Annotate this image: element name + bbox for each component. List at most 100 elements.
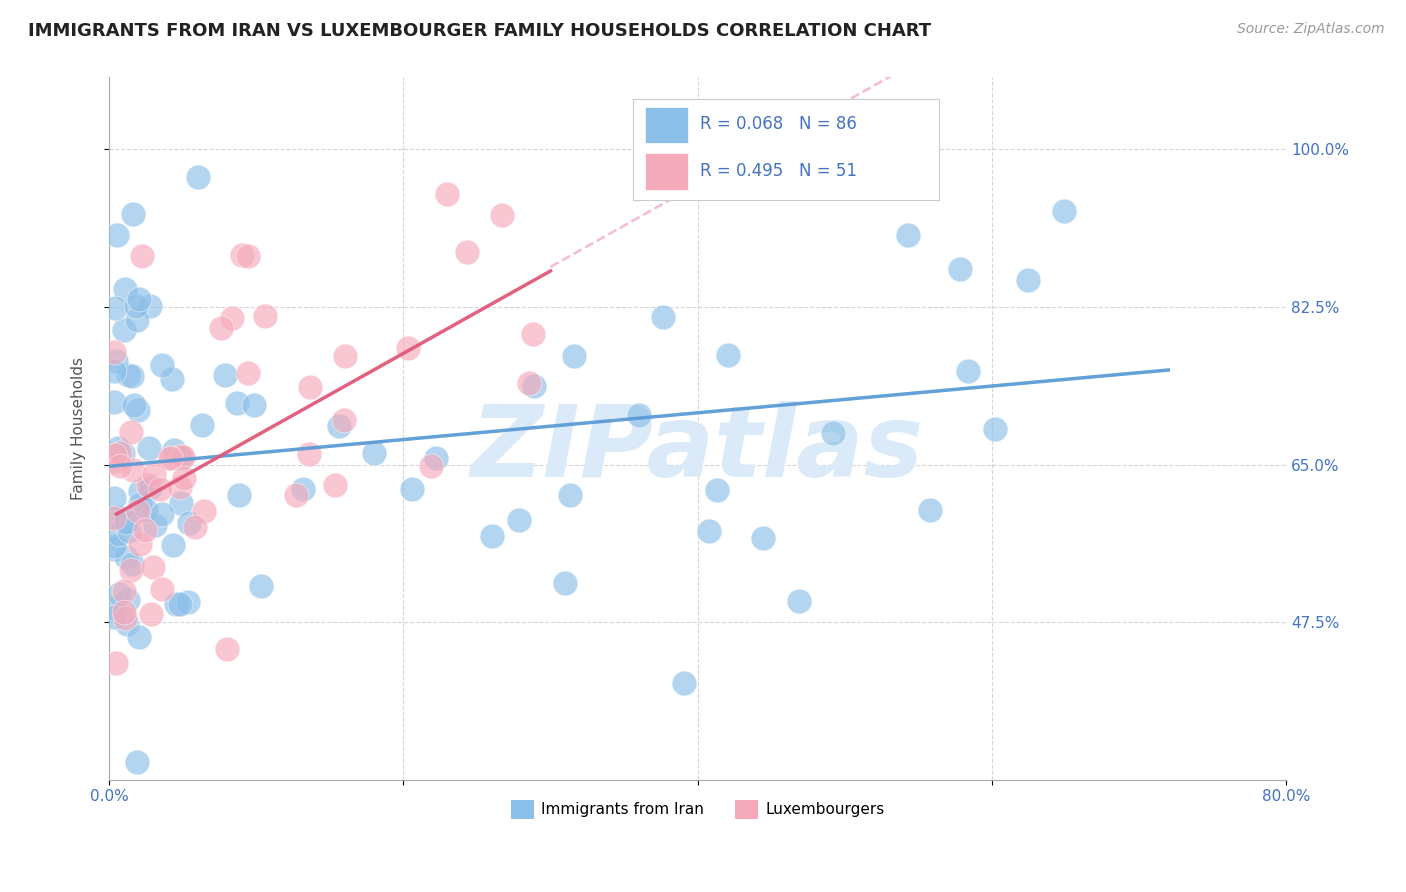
Point xyxy=(554,575,576,590)
Point xyxy=(115,617,138,632)
Point xyxy=(333,413,356,427)
Point xyxy=(159,450,181,465)
Point xyxy=(481,528,503,542)
Point xyxy=(150,358,173,372)
Point xyxy=(523,379,546,393)
Point xyxy=(103,363,125,377)
Point xyxy=(706,483,728,497)
Point xyxy=(114,611,136,625)
Point xyxy=(231,247,253,261)
Legend: Immigrants from Iran, Luxembourgers: Immigrants from Iran, Luxembourgers xyxy=(505,794,890,824)
Point xyxy=(236,249,259,263)
Point xyxy=(142,559,165,574)
Point xyxy=(508,513,530,527)
Point xyxy=(108,527,131,541)
Point xyxy=(150,508,173,522)
Point xyxy=(105,656,128,670)
Point xyxy=(984,422,1007,436)
Point xyxy=(139,607,162,621)
Point xyxy=(136,478,159,492)
Point xyxy=(562,350,585,364)
Point xyxy=(285,487,308,501)
Point xyxy=(127,313,149,327)
Point xyxy=(105,353,128,368)
Point xyxy=(139,481,162,495)
Point xyxy=(160,371,183,385)
Point xyxy=(112,583,135,598)
Point xyxy=(121,207,143,221)
Point xyxy=(249,579,271,593)
Point xyxy=(456,244,478,259)
Point xyxy=(401,482,423,496)
Point xyxy=(214,368,236,382)
Point xyxy=(672,675,695,690)
Point xyxy=(103,394,125,409)
Point xyxy=(107,587,129,601)
Point xyxy=(652,310,675,324)
Point xyxy=(121,557,143,571)
Point xyxy=(292,482,315,496)
Point xyxy=(169,598,191,612)
Point xyxy=(717,348,740,362)
Point xyxy=(103,491,125,505)
Point xyxy=(152,582,174,597)
Point xyxy=(127,755,149,769)
Point xyxy=(177,516,200,531)
Point xyxy=(103,539,125,553)
Point xyxy=(128,630,150,644)
Point xyxy=(1053,204,1076,219)
Point xyxy=(491,208,513,222)
Point xyxy=(172,450,194,464)
Point xyxy=(325,478,347,492)
Point xyxy=(134,502,156,516)
Point xyxy=(436,187,458,202)
Point xyxy=(103,601,125,615)
Point xyxy=(127,504,149,518)
Point xyxy=(103,542,125,557)
Point xyxy=(217,642,239,657)
Point xyxy=(163,443,186,458)
Point xyxy=(752,531,775,545)
Point xyxy=(243,398,266,412)
Point xyxy=(112,605,135,619)
Point xyxy=(253,310,276,324)
Point xyxy=(335,349,357,363)
Point xyxy=(789,594,811,608)
Point xyxy=(821,425,844,440)
Point xyxy=(425,450,447,465)
Point xyxy=(209,321,232,335)
Point xyxy=(128,292,150,306)
Point xyxy=(143,518,166,533)
Point xyxy=(114,515,136,529)
Point xyxy=(117,368,139,382)
Point xyxy=(115,550,138,565)
Text: Source: ZipAtlas.com: Source: ZipAtlas.com xyxy=(1237,22,1385,37)
Point xyxy=(117,593,139,607)
Point xyxy=(162,539,184,553)
Point xyxy=(221,311,243,326)
Point xyxy=(170,451,193,466)
Point xyxy=(134,523,156,537)
Point xyxy=(165,598,187,612)
Point xyxy=(112,446,135,460)
Point xyxy=(328,419,350,434)
Point xyxy=(298,380,321,394)
Point xyxy=(226,396,249,410)
Y-axis label: Family Households: Family Households xyxy=(72,357,86,500)
Point xyxy=(120,564,142,578)
Point xyxy=(127,403,149,417)
Point xyxy=(1017,273,1039,287)
Point xyxy=(193,504,215,518)
Point xyxy=(419,458,441,473)
Point xyxy=(138,441,160,455)
Point xyxy=(184,520,207,534)
Point xyxy=(105,509,128,524)
Text: ZIPatlas: ZIPatlas xyxy=(471,401,924,498)
Point xyxy=(112,323,135,337)
Point xyxy=(170,449,193,463)
Point xyxy=(187,170,209,185)
Point xyxy=(103,344,125,359)
Point xyxy=(114,282,136,296)
Point xyxy=(143,467,166,482)
Point xyxy=(120,425,142,439)
